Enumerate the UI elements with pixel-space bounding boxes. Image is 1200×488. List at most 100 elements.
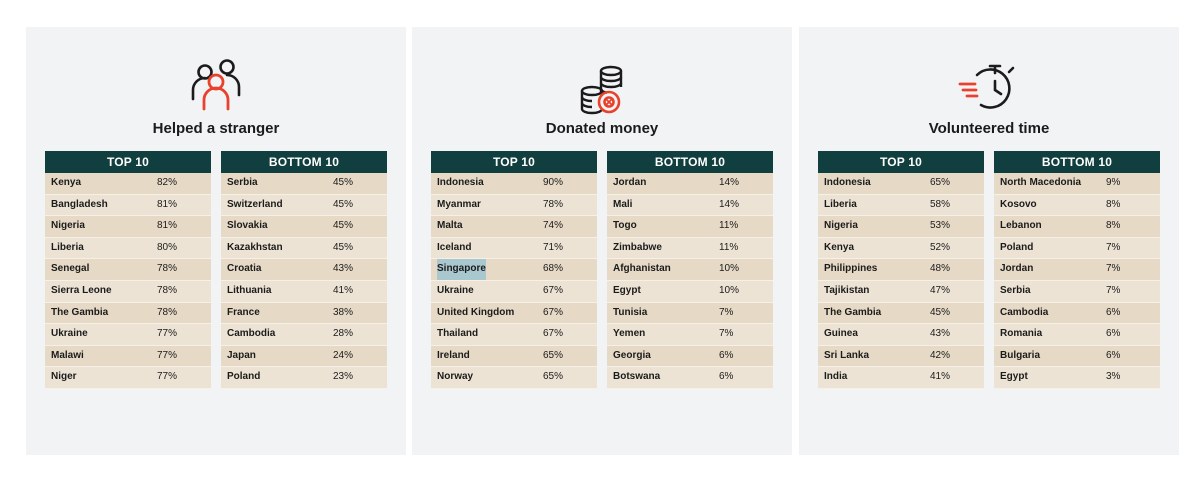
table-row: Serbia 7% [994, 280, 1160, 303]
table-row: Georgia 6% [607, 345, 773, 368]
value: 6% [1106, 328, 1121, 340]
table-header: BOTTOM 10 [607, 151, 773, 173]
value: 82% [157, 177, 178, 188]
value: 45% [333, 241, 354, 253]
country: Kenya [51, 177, 82, 188]
country: France [227, 306, 260, 318]
country: Mali [613, 198, 633, 210]
table-header: BOTTOM 10 [221, 151, 387, 173]
bottom-10-table: BOTTOM 10 Jordan 14% Mali 14% Togo 11% Zimb… [607, 151, 773, 389]
value: 42% [930, 349, 951, 361]
panel-title: Volunteered time [928, 120, 1050, 137]
country: Kosovo [1000, 198, 1037, 210]
country: Myanmar [437, 198, 481, 210]
value: 77% [157, 349, 178, 361]
value: 53% [930, 220, 951, 232]
country: Switzerland [227, 198, 283, 210]
value: 48% [930, 263, 951, 275]
value: 8% [1106, 198, 1121, 210]
value: 67% [543, 306, 564, 318]
country: Malawi [51, 349, 84, 361]
people-icon [26, 57, 406, 119]
value: 43% [930, 328, 951, 340]
country: Zimbabwe [613, 241, 662, 253]
country: Bangladesh [51, 198, 108, 210]
country: Cambodia [1000, 306, 1049, 318]
table-row: Myanmar 78% [431, 194, 597, 217]
table-row: Sri Lanka 42% [818, 345, 984, 368]
table-row: Yemen 7% [607, 324, 773, 346]
value: 6% [1106, 306, 1121, 318]
table-row: Lithuania 41% [221, 280, 387, 303]
value: 38% [333, 306, 354, 318]
value: 43% [333, 263, 354, 275]
country: Serbia [1000, 284, 1031, 296]
country: Poland [227, 371, 261, 383]
table-row: Liberia 80% [45, 237, 211, 260]
country: Norway [437, 371, 474, 383]
country: Bulgaria [1000, 349, 1041, 361]
country: Senegal [51, 263, 90, 275]
country: Malta [437, 220, 463, 232]
top-10-table: TOP 10 Indonesia 65% Liberia 58% Nigeria 53… [818, 151, 984, 389]
country: Egypt [613, 284, 641, 296]
country: Lebanon [1000, 220, 1042, 232]
table-row: Croatia 43% [221, 259, 387, 281]
table-row: Philippines 48% [818, 259, 984, 281]
country: Sierra Leone [51, 284, 112, 296]
value: 78% [543, 198, 564, 210]
table-row: France 38% [221, 302, 387, 325]
country: Liberia [824, 198, 857, 210]
table-row: Kazakhstan 45% [221, 237, 387, 260]
table-row: Tunisia 7% [607, 302, 773, 325]
table-row: Thailand 67% [431, 324, 597, 346]
value: 41% [333, 284, 354, 296]
value: 65% [543, 349, 564, 361]
table-row: Zimbabwe 11% [607, 237, 773, 260]
table-row: Switzerland 45% [221, 194, 387, 217]
country: Jordan [613, 177, 647, 188]
value: 45% [333, 220, 354, 232]
country: Botswana [613, 371, 661, 383]
value: 45% [930, 306, 951, 318]
country: Afghanistan [613, 263, 671, 275]
country: Yemen [613, 328, 646, 340]
top-10-table: TOP 10 Indonesia 90% Myanmar 78% Malta 74% … [431, 151, 597, 389]
value: 77% [157, 328, 178, 340]
country: Ukraine [437, 284, 474, 296]
value: 67% [543, 284, 564, 296]
value: 24% [333, 349, 354, 361]
value: 7% [1106, 284, 1121, 296]
table-row: Slovakia 45% [221, 216, 387, 238]
value: 14% [719, 177, 740, 188]
country: Nigeria [824, 220, 858, 232]
value: 7% [1106, 263, 1121, 275]
value: 74% [543, 220, 564, 232]
bottom-10-table: BOTTOM 10 Serbia 45% Switzerland 45% Slova… [221, 151, 387, 389]
table-row: Cambodia 6% [994, 302, 1160, 325]
country: Ireland [437, 349, 470, 361]
table-row: Serbia 45% [221, 173, 387, 195]
bottom-10-table: BOTTOM 10 North Macedonia 9% Kosovo 8% Leb… [994, 151, 1160, 389]
country: Nigeria [51, 220, 85, 232]
table-row: Ukraine 77% [45, 324, 211, 346]
table-row: Japan 24% [221, 345, 387, 368]
value: 14% [719, 198, 740, 210]
value: 68% [543, 263, 564, 275]
table-row: Tajikistan 47% [818, 280, 984, 303]
panel-donated-money: Donated money TOP 10 Indonesia 90% Myanma… [412, 27, 792, 455]
table-row: The Gambia 45% [818, 302, 984, 325]
table-row: Romania 6% [994, 324, 1160, 346]
country: Kenya [824, 241, 855, 253]
country: Indonesia [437, 177, 484, 188]
value: 67% [543, 328, 564, 340]
country: Croatia [227, 263, 262, 275]
country: Poland [1000, 241, 1034, 253]
value: 47% [930, 284, 951, 296]
value: 90% [543, 177, 564, 188]
table-row: Ireland 65% [431, 345, 597, 368]
country-selected[interactable]: Singapore [437, 259, 486, 280]
value: 45% [333, 177, 354, 188]
panel-helped-stranger: Helped a stranger TOP 10 Kenya 82% Bangla… [26, 27, 406, 455]
country: Cambodia [227, 328, 276, 340]
